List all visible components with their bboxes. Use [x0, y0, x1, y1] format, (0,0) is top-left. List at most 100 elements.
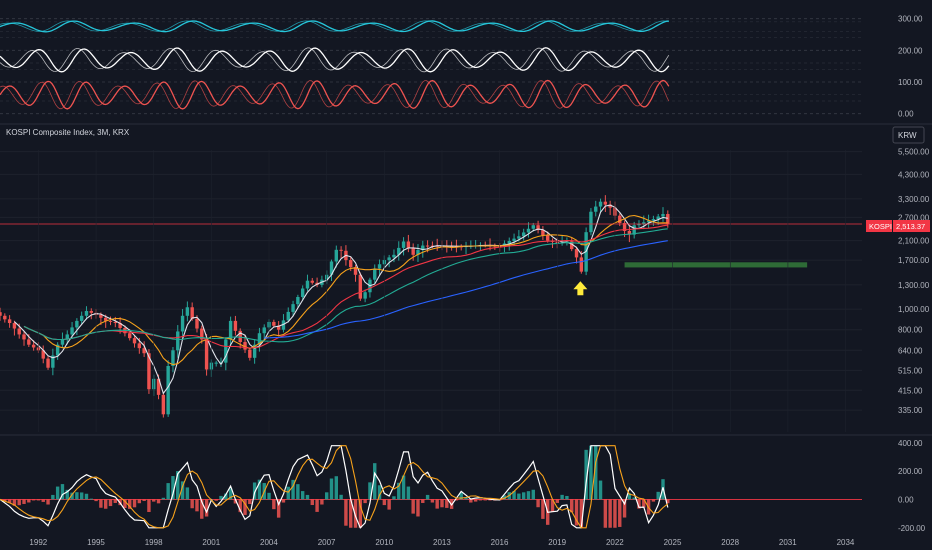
candle-body — [622, 223, 627, 231]
macd-histogram-bar — [666, 499, 670, 504]
candle-body — [281, 320, 286, 330]
macd-histogram-bar — [60, 484, 65, 500]
macd-histogram-bar — [541, 499, 545, 519]
candle-body — [252, 344, 257, 358]
macd-histogram-bar — [598, 480, 603, 500]
candle-body — [646, 220, 651, 223]
macd-histogram-bar — [70, 492, 74, 500]
support-zone — [624, 262, 808, 268]
macd-histogram-bar — [430, 499, 435, 503]
macd-histogram-bar — [406, 486, 411, 500]
macd-histogram-bar — [36, 499, 41, 501]
time-tick-label: 2001 — [202, 538, 220, 547]
macd-histogram-bar — [103, 499, 108, 509]
stochastic-line — [0, 47, 670, 73]
candle-body — [75, 320, 79, 328]
currency-button[interactable]: KRW — [892, 126, 925, 144]
macd-histogram-bar — [27, 499, 31, 503]
macd-histogram-bar — [257, 479, 262, 500]
macd-histogram-bar — [276, 499, 281, 518]
macd-histogram-bar — [180, 481, 185, 500]
macd-histogram-bar — [382, 499, 387, 506]
macd-histogram-bar — [512, 491, 516, 500]
macd-histogram-bar — [195, 499, 199, 512]
time-tick-label: 1998 — [145, 538, 163, 547]
macd-histogram-bar — [445, 499, 449, 508]
candle-body — [512, 238, 516, 242]
price-badge-symbol: KOSPI — [869, 222, 892, 231]
signal-line — [0, 445, 669, 529]
oscillator-pane: 300.00 200.00 100.00 0.00 — [0, 15, 923, 119]
macd-histogram-bar — [272, 499, 276, 510]
candle-body — [305, 280, 310, 289]
candle-body — [666, 214, 670, 224]
macd-histogram-bar — [51, 494, 55, 500]
candle-body — [507, 241, 511, 244]
candle-body — [373, 268, 377, 280]
macd-histogram-bar — [238, 499, 242, 513]
time-tick-label: 2022 — [606, 538, 624, 547]
candle-body — [89, 310, 93, 313]
macd-histogram-bar — [334, 476, 339, 500]
candle-body — [113, 321, 118, 324]
macd-histogram-bar — [421, 499, 425, 503]
candle-body — [536, 225, 540, 231]
time-tick-label: 2004 — [260, 538, 278, 547]
candle-body — [421, 245, 425, 251]
osc-tick-label: 100.00 — [898, 78, 923, 87]
macd-histogram-bar — [521, 492, 526, 500]
macd-histogram-bar — [526, 491, 531, 500]
candle-body — [55, 344, 60, 356]
macd-histogram-bar — [339, 494, 343, 500]
candle-body — [156, 378, 161, 395]
macd-histogram-bar — [291, 479, 295, 500]
candle-body — [349, 260, 353, 268]
price-tick-label: 2,100.00 — [898, 237, 930, 246]
macd-histogram-bar — [46, 499, 50, 505]
macd-tick-label: 0.00 — [898, 495, 914, 504]
candle-body — [387, 257, 391, 261]
candle-body — [128, 333, 132, 339]
macd-histogram-bar — [565, 495, 569, 500]
candle-body — [176, 331, 180, 351]
candle-body — [137, 343, 142, 349]
candle-body — [31, 344, 36, 348]
time-tick-label: 2010 — [375, 538, 393, 547]
candle-body — [579, 257, 584, 272]
macd-histogram-bar — [373, 463, 377, 500]
macd-histogram-bar — [137, 499, 142, 504]
stochastic-line — [0, 79, 670, 110]
time-tick-label: 1992 — [29, 538, 47, 547]
currency-button-frame[interactable] — [892, 126, 925, 144]
macd-histogram-bar — [171, 476, 175, 500]
macd-histogram-bar — [156, 499, 161, 504]
candle-body — [411, 247, 415, 255]
macd-histogram-bar — [656, 491, 660, 500]
price-tick-label: 515.00 — [898, 366, 923, 375]
candle-body — [574, 249, 579, 258]
macd-histogram-bar — [363, 499, 367, 504]
macd-histogram-bar — [536, 499, 540, 508]
macd-histogram-bar — [248, 499, 252, 505]
candle-body — [329, 261, 334, 275]
macd-line — [0, 445, 669, 529]
macd-histogram-bar — [75, 492, 79, 500]
candle-body — [276, 325, 281, 330]
candle-body — [243, 342, 247, 350]
macd-histogram-bar — [243, 499, 247, 515]
candle-body — [594, 206, 598, 212]
time-tick-label: 2025 — [664, 538, 682, 547]
macd-histogram-bar — [190, 499, 194, 509]
moving-average-line — [23, 224, 668, 349]
currency-button-label[interactable]: KRW — [898, 131, 917, 140]
macd-histogram-bar — [305, 494, 310, 500]
candle-body — [300, 288, 305, 297]
time-tick-label: 2031 — [779, 538, 797, 547]
stochastic-line — [0, 20, 669, 32]
candle-body — [262, 327, 266, 334]
candle-body — [228, 320, 233, 340]
candle-body — [406, 241, 411, 248]
macd-histogram-bar — [324, 492, 329, 500]
price-tick-label: 1,000.00 — [898, 305, 930, 314]
